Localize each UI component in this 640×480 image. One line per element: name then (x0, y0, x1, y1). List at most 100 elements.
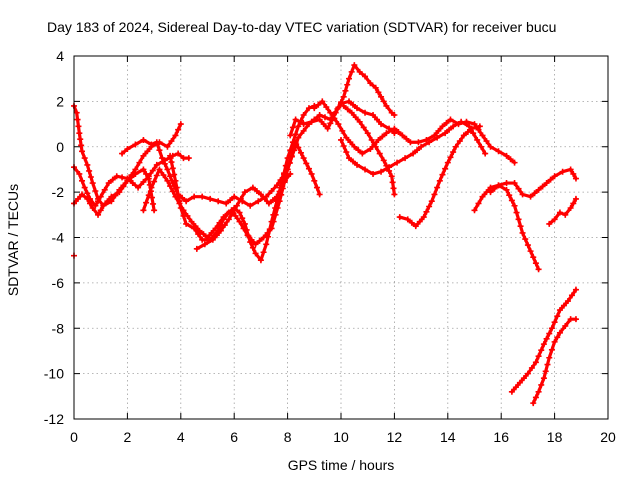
series-s17 (530, 316, 579, 407)
data-point-marker (79, 148, 86, 155)
x-tick-label: 16 (493, 429, 509, 445)
data-point-marker (556, 209, 563, 216)
data-point-marker (209, 236, 216, 243)
data-point-marker (570, 170, 577, 177)
data-point-marker (132, 166, 139, 173)
series-s12 (396, 123, 483, 230)
data-point-marker (551, 173, 558, 180)
data-point-marker (475, 200, 482, 207)
data-point-marker (428, 198, 435, 205)
data-point-marker (305, 105, 312, 112)
data-point-marker (232, 212, 239, 219)
data-point-marker (522, 236, 529, 243)
data-point-marker (439, 171, 446, 178)
data-point-marker (167, 183, 174, 190)
data-point-marker (572, 286, 579, 293)
data-point-marker (542, 368, 549, 375)
data-point-marker (370, 111, 377, 118)
data-point-marker (257, 191, 264, 198)
data-point-marker (554, 313, 561, 320)
data-point-marker (380, 157, 387, 164)
data-point-marker (426, 203, 433, 210)
data-point-marker (567, 166, 574, 173)
data-point-marker (403, 135, 410, 142)
data-point-marker (148, 141, 155, 148)
data-point-marker (260, 249, 267, 256)
data-point-marker (160, 172, 167, 179)
data-point-marker (450, 123, 457, 130)
data-point-marker (348, 109, 355, 116)
data-point-marker (375, 89, 382, 96)
data-point-marker (386, 167, 393, 174)
data-point-marker (108, 193, 115, 200)
data-point-marker (572, 175, 579, 182)
data-point-marker (169, 188, 176, 195)
data-point-marker (568, 292, 575, 299)
data-point-marker (153, 161, 160, 168)
data-point-marker (572, 195, 579, 202)
data-point-marker (300, 121, 307, 128)
data-point-marker (559, 168, 566, 175)
data-point-marker (321, 114, 328, 121)
data-point-marker (359, 150, 366, 157)
data-point-marker (470, 130, 477, 137)
data-point-marker (335, 104, 342, 111)
data-point-marker (434, 134, 441, 141)
data-point-marker (109, 176, 116, 183)
data-point-marker (546, 330, 553, 337)
data-point-marker (183, 220, 190, 227)
data-point-marker (195, 231, 202, 238)
data-point-marker (511, 180, 518, 187)
data-point-marker (75, 195, 82, 202)
data-point-marker (399, 132, 406, 139)
data-point-marker (119, 150, 126, 157)
data-point-marker (289, 139, 296, 146)
data-point-marker (256, 237, 263, 244)
x-tick-label: 12 (387, 429, 403, 445)
data-point-marker (410, 150, 417, 157)
data-point-marker (535, 388, 542, 395)
data-point-marker (495, 182, 502, 189)
data-point-marker (74, 116, 81, 123)
data-point-marker (132, 141, 139, 148)
data-point-marker (327, 109, 334, 116)
y-tick-label: 4 (56, 48, 64, 64)
data-point-marker (572, 316, 579, 323)
data-point-marker (479, 193, 486, 200)
data-point-marker (544, 361, 551, 368)
data-point-marker (338, 136, 344, 143)
data-point-marker (95, 198, 102, 205)
data-point-marker (273, 182, 280, 189)
data-point-marker (270, 211, 277, 218)
x-tick-label: 2 (124, 429, 132, 445)
data-point-marker (530, 254, 537, 261)
data-point-marker (375, 136, 382, 143)
data-point-marker (120, 183, 127, 190)
data-point-marker (266, 226, 273, 233)
data-point-marker (308, 170, 315, 177)
data-point-marker (360, 124, 367, 131)
data-point-marker (164, 166, 171, 173)
data-point-marker (389, 179, 396, 186)
data-point-marker (159, 155, 166, 162)
data-point-marker (279, 183, 286, 190)
data-point-marker (378, 121, 385, 128)
data-point-marker (388, 173, 395, 180)
data-point-marker (156, 147, 163, 154)
data-point-marker (200, 231, 207, 238)
data-point-marker (128, 172, 135, 179)
data-point-marker (530, 400, 537, 407)
data-point-marker (223, 200, 230, 207)
data-point-marker (287, 132, 294, 139)
data-point-marker (295, 123, 302, 130)
data-point-marker (215, 198, 222, 205)
data-point-marker (439, 123, 446, 130)
data-point-marker (548, 346, 555, 353)
data-point-marker (374, 116, 381, 123)
data-point-marker (225, 216, 232, 223)
x-tick-label: 8 (284, 429, 292, 445)
data-point-marker (346, 75, 353, 82)
x-tick-label: 20 (600, 429, 616, 445)
